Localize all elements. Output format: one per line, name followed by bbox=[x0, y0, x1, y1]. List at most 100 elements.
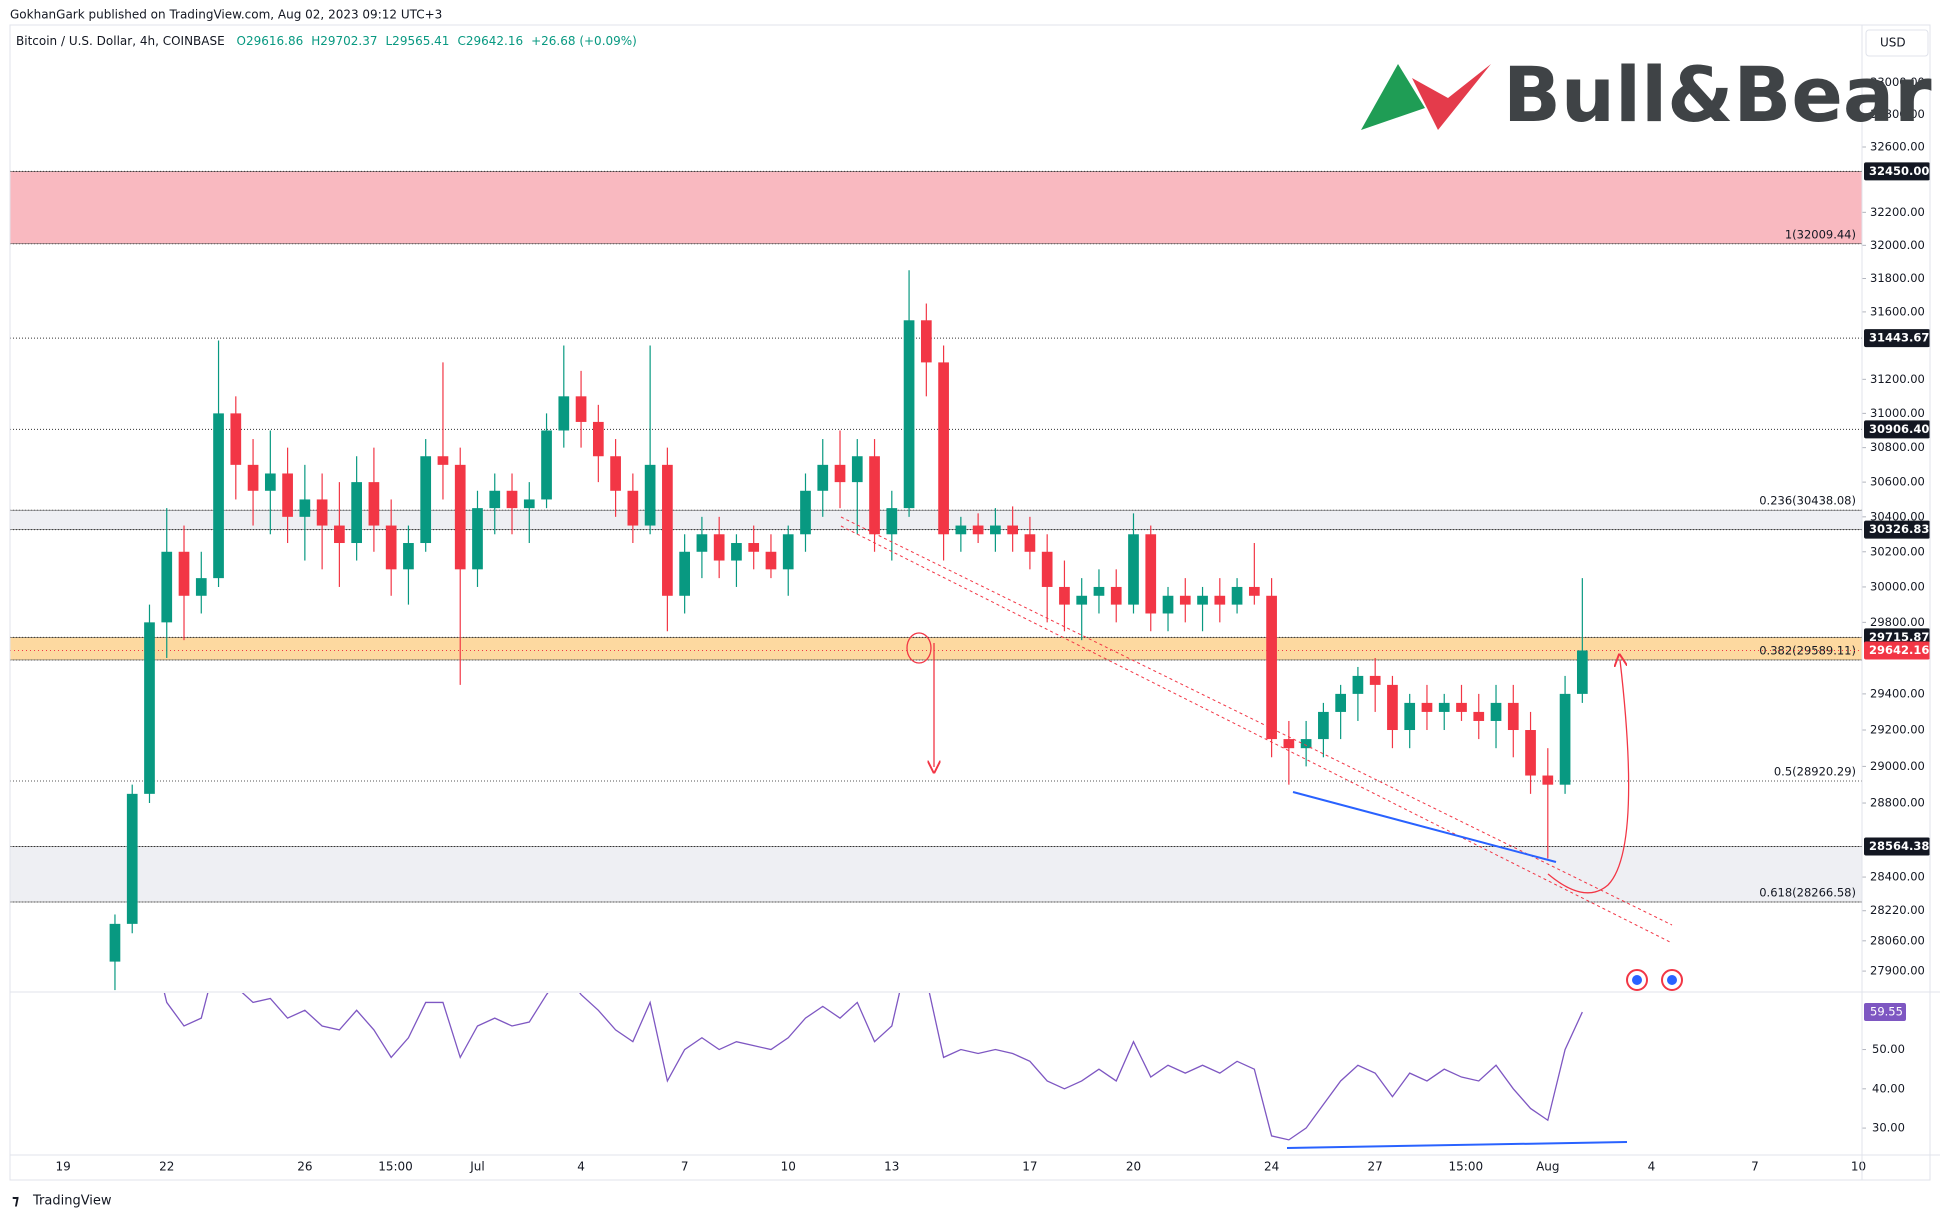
x-tick-label: 24 bbox=[1264, 1160, 1279, 1174]
channel-line bbox=[840, 525, 1673, 944]
event-icon[interactable] bbox=[1661, 969, 1683, 991]
x-tick-label: 26 bbox=[297, 1160, 312, 1174]
candle-body bbox=[1473, 711, 1485, 721]
ohlc-value: +26.68 (+0.09%) bbox=[531, 34, 637, 48]
rsi-panel bbox=[163, 993, 1583, 1141]
candle-body bbox=[782, 534, 794, 570]
x-tick-label: 13 bbox=[884, 1160, 899, 1174]
candle-body bbox=[1162, 595, 1174, 614]
candle-body bbox=[955, 525, 967, 535]
candle-body bbox=[1542, 775, 1554, 785]
logo-bull bbox=[1361, 64, 1425, 130]
zones bbox=[10, 171, 1862, 903]
y-tick-label: 29000.00 bbox=[1870, 759, 1925, 773]
candle-body bbox=[644, 464, 656, 526]
candle-body bbox=[316, 499, 328, 526]
rsi-line bbox=[163, 993, 1583, 1141]
candle-body bbox=[920, 320, 932, 363]
x-tick-label: 22 bbox=[159, 1160, 174, 1174]
candle-body bbox=[437, 456, 449, 465]
candle-body bbox=[1059, 586, 1070, 605]
candle-body bbox=[662, 464, 673, 596]
candle-body bbox=[1300, 739, 1312, 749]
candle-body bbox=[1421, 702, 1433, 712]
candle-body bbox=[472, 508, 483, 570]
candle-body bbox=[1559, 693, 1571, 785]
candle-body bbox=[489, 490, 501, 509]
x-tick-label: 10 bbox=[1851, 1160, 1866, 1174]
y-tick-label: 31200.00 bbox=[1870, 372, 1925, 386]
candle-body bbox=[938, 362, 949, 535]
candle-body bbox=[1128, 534, 1139, 605]
candle-body bbox=[1214, 595, 1226, 605]
candle-body bbox=[247, 464, 259, 491]
zone bbox=[10, 637, 1862, 661]
candle-body bbox=[161, 551, 173, 623]
currency-button[interactable] bbox=[1865, 29, 1929, 57]
candle-body bbox=[1507, 702, 1519, 731]
candle-body bbox=[1525, 730, 1536, 776]
x-tick-label: 27 bbox=[1368, 1160, 1383, 1174]
y-tick-label: 28220.00 bbox=[1870, 903, 1925, 917]
rsi-tick-label: 30.00 bbox=[1872, 1121, 1905, 1135]
candle-body bbox=[178, 551, 190, 596]
publish-info: GokhanGark published on TradingView.com,… bbox=[10, 8, 442, 22]
candle-body bbox=[230, 413, 242, 465]
drawings bbox=[840, 516, 1683, 1149]
x-tick-label: 19 bbox=[56, 1160, 71, 1174]
level-axis-box bbox=[1864, 162, 1930, 181]
symbol-title: Bitcoin / U.S. Dollar, 4h, COINBASE bbox=[16, 34, 225, 48]
level-axis-label: 30326.83 bbox=[1869, 522, 1929, 536]
level-axis-box bbox=[1864, 420, 1930, 439]
candle-body bbox=[1179, 595, 1191, 605]
candle-body bbox=[264, 473, 276, 491]
level-axis-label: 30906.40 bbox=[1869, 422, 1929, 436]
candle-body bbox=[299, 499, 311, 517]
fib-label: 0.382(29589.11) bbox=[1759, 643, 1856, 657]
x-tick-label: 10 bbox=[781, 1160, 796, 1174]
fib-label: 1(32009.44) bbox=[1785, 227, 1856, 241]
level-axis-label: 29715.87 bbox=[1869, 630, 1929, 644]
x-tick-label: 15:00 bbox=[1449, 1160, 1484, 1174]
footer-brand: TradingView bbox=[32, 1194, 112, 1209]
axes: 33000.00 32800.00 32600.00 32200.00 32000.00… bbox=[56, 75, 1930, 1174]
candle-body bbox=[696, 534, 708, 552]
candle-body bbox=[195, 578, 207, 596]
candle-body bbox=[1145, 534, 1157, 614]
candle-body bbox=[1369, 675, 1381, 685]
candle-body bbox=[592, 421, 604, 457]
level-axis-label: 31443.67 bbox=[1869, 331, 1929, 345]
level-axis-label: 28564.38 bbox=[1869, 839, 1929, 853]
level-axis-box bbox=[1864, 329, 1930, 348]
candle-body bbox=[1024, 534, 1036, 552]
candle-body bbox=[1231, 586, 1243, 605]
chart-frame bbox=[9, 24, 1931, 1181]
y-tick-label: 29800.00 bbox=[1870, 615, 1925, 629]
zone bbox=[10, 846, 1862, 903]
candle-body bbox=[1197, 595, 1208, 605]
candle-body bbox=[869, 456, 880, 535]
symbol-header: Bitcoin / U.S. Dollar, 4h, COINBASE O296… bbox=[16, 34, 637, 48]
candle-body bbox=[420, 456, 432, 544]
x-tick-label: 4 bbox=[1648, 1160, 1656, 1174]
candle-body bbox=[834, 464, 846, 483]
y-tick-label: 27900.00 bbox=[1870, 964, 1925, 978]
up-arrow bbox=[1547, 660, 1630, 894]
y-tick-label: 30200.00 bbox=[1870, 544, 1925, 558]
y-tick-label: 28800.00 bbox=[1870, 796, 1925, 810]
candle-body bbox=[126, 793, 138, 924]
candle-body bbox=[1352, 675, 1364, 694]
candle-body bbox=[990, 525, 1001, 535]
event-icon[interactable] bbox=[1626, 969, 1648, 991]
currency-label: USD bbox=[1880, 36, 1906, 50]
y-tick-label: 29400.00 bbox=[1870, 686, 1925, 700]
y-tick-label: 32600.00 bbox=[1870, 139, 1925, 153]
y-tick-label: 32200.00 bbox=[1870, 205, 1925, 219]
y-tick-label: 30800.00 bbox=[1870, 440, 1925, 454]
x-tick-label: Jul bbox=[469, 1160, 484, 1174]
ohlc-value: L29565.41 bbox=[386, 34, 450, 48]
x-tick-label: 15:00 bbox=[378, 1160, 413, 1174]
logo-text: Bull&Bear bbox=[1503, 50, 1932, 139]
levels: 1(32009.44) 0.236(30438.08) 0.382(29589.11… bbox=[10, 170, 1862, 903]
